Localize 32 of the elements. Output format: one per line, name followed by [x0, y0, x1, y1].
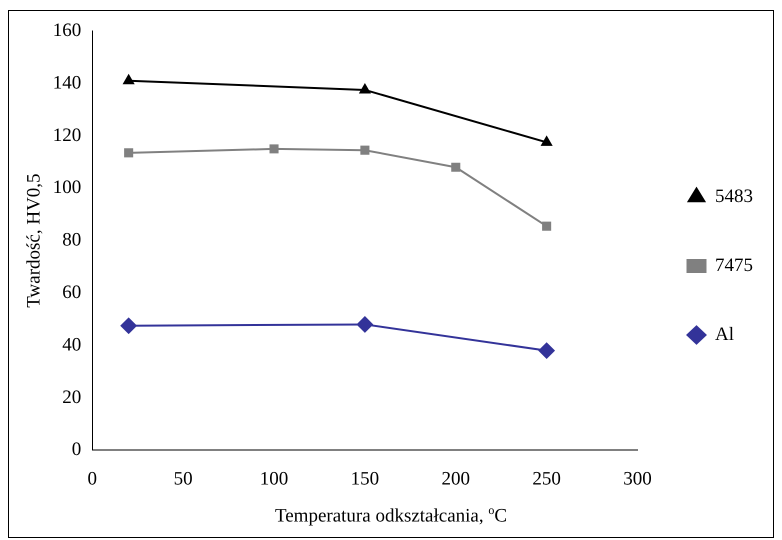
y-tick-label: 60 [62, 282, 82, 303]
point [123, 74, 134, 84]
point [451, 162, 460, 172]
x-tick-label: 250 [532, 468, 561, 490]
y-axis-title: Twardość, HV0,5 [23, 173, 44, 308]
legend-label: 7475 [715, 254, 753, 276]
point [541, 136, 552, 146]
x-tick-label: 0 [88, 468, 98, 490]
x-tick-label: 100 [260, 468, 288, 490]
x-tick-label: 300 [623, 468, 652, 490]
y-tick-label: 40 [62, 334, 82, 356]
point [538, 342, 555, 359]
y-tick-label: 120 [52, 124, 82, 146]
point [270, 144, 279, 154]
legend-label: 5483 [715, 186, 753, 207]
y-tick-label: 100 [52, 177, 82, 198]
y-tick-label: 160 [52, 20, 82, 41]
x-tick-label: 200 [442, 468, 470, 490]
y-tick-label: 140 [52, 72, 82, 94]
y-tick-label: 0 [72, 439, 82, 460]
point [356, 316, 373, 332]
x-tick-label: 150 [350, 468, 380, 490]
legend-label: Al [715, 324, 734, 345]
y-tick-label: 80 [62, 230, 82, 251]
point [120, 318, 137, 334]
point [360, 146, 370, 155]
point [124, 148, 134, 158]
point [360, 84, 370, 94]
y-tick-label: 20 [62, 386, 82, 408]
x-tick-label: 50 [174, 468, 193, 490]
x-axis-title: Temperatura odkształcania, $^{o}$C [274, 503, 508, 528]
point [542, 222, 552, 231]
